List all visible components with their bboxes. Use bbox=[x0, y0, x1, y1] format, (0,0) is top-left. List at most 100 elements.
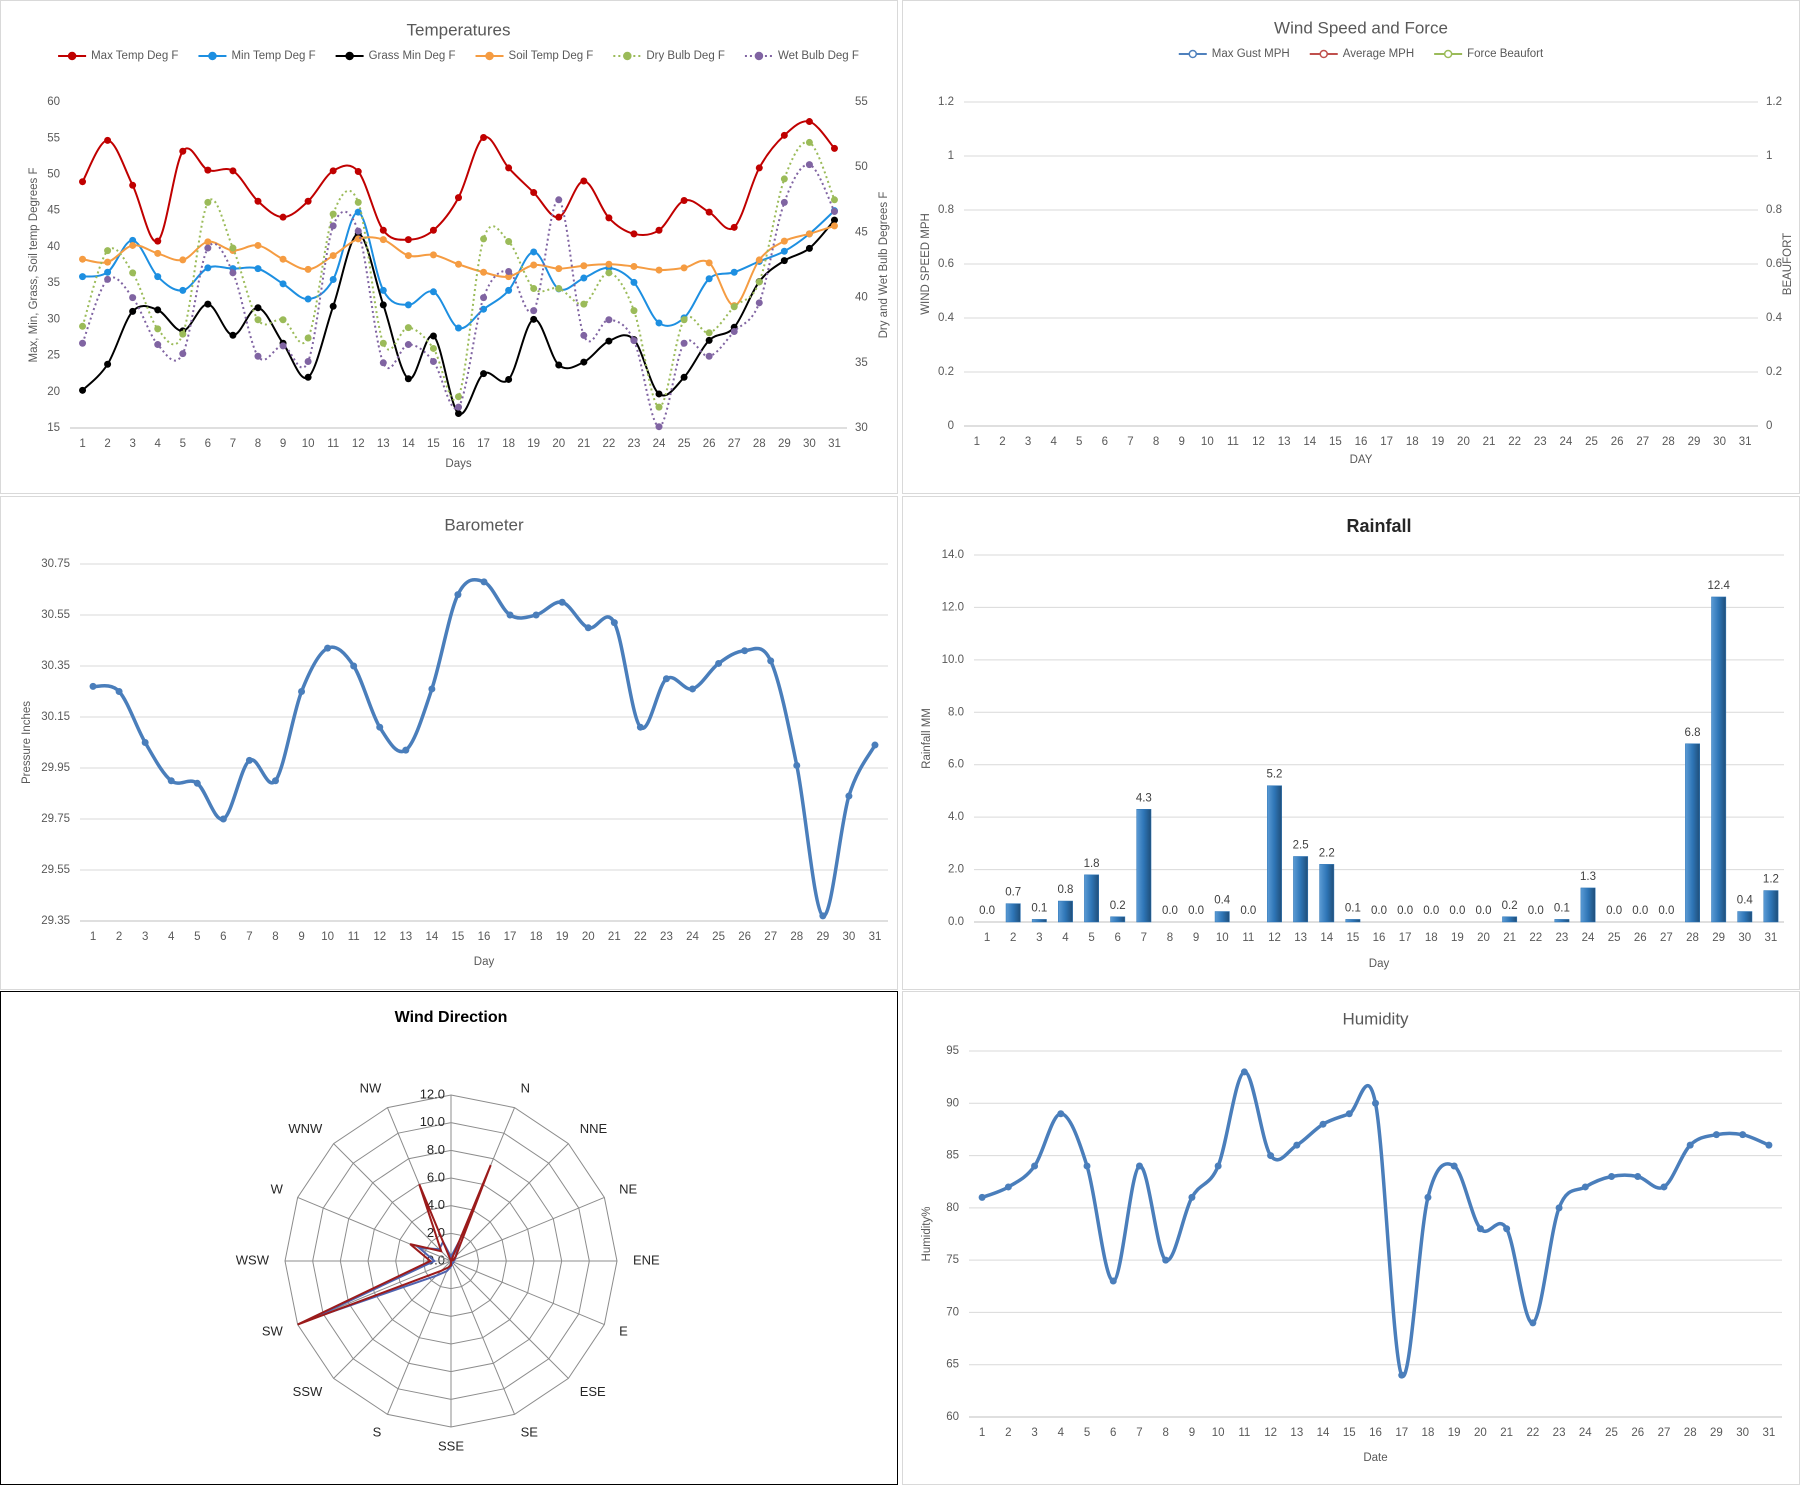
x-tick-label: 22 bbox=[1529, 932, 1542, 944]
data-point bbox=[193, 779, 201, 787]
data-label: 5.2 bbox=[1266, 769, 1282, 781]
x-tick-label: 6 bbox=[220, 931, 226, 943]
y-tick-label: 30.55 bbox=[41, 609, 70, 621]
x-tick-label: 29 bbox=[1712, 932, 1725, 944]
y2-tick-label: 45 bbox=[855, 226, 868, 238]
data-point bbox=[630, 337, 638, 345]
x-tick-label: 21 bbox=[1500, 1427, 1513, 1439]
data-point bbox=[404, 341, 412, 349]
x-tick-label: 11 bbox=[1238, 1427, 1250, 1439]
x-tick-label: 13 bbox=[1290, 1427, 1303, 1439]
data-point bbox=[179, 350, 187, 358]
x-tick-label: 15 bbox=[452, 931, 465, 943]
data-point bbox=[350, 662, 358, 670]
y-tick-label: 70 bbox=[946, 1306, 959, 1318]
x-tick-label: 31 bbox=[828, 438, 841, 450]
y2-tick-label: 0 bbox=[1766, 420, 1772, 432]
data-label: 0.0 bbox=[1423, 905, 1439, 917]
y-axis-title: WIND SPEED MPH bbox=[920, 213, 932, 315]
chart-title: Wind Speed and Force bbox=[1274, 18, 1448, 37]
data-label: 0.0 bbox=[1240, 905, 1256, 917]
data-point bbox=[1319, 1120, 1327, 1128]
data-point bbox=[455, 260, 462, 268]
data-point bbox=[376, 723, 384, 731]
data-point bbox=[1660, 1183, 1668, 1191]
data-point bbox=[219, 815, 227, 823]
data-point bbox=[404, 324, 412, 332]
x-tick-label: 10 bbox=[1201, 436, 1214, 448]
data-point bbox=[304, 334, 312, 342]
x-tick-label: 7 bbox=[1141, 932, 1147, 944]
bar bbox=[1763, 890, 1779, 923]
data-point bbox=[79, 273, 87, 281]
data-label: 0.0 bbox=[1371, 905, 1387, 917]
data-point bbox=[605, 260, 613, 268]
y-tick-label: 95 bbox=[946, 1045, 959, 1057]
spoke bbox=[450, 1260, 515, 1415]
data-point bbox=[1162, 1256, 1170, 1264]
spoke bbox=[450, 1260, 605, 1325]
data-point bbox=[279, 280, 287, 288]
y-tick-label: 0.8 bbox=[938, 204, 954, 216]
chart-panel: Wind Speed and Force 0 0.2 0.4 0.6 0.8 1 1.2 0 0.… bbox=[902, 0, 1800, 494]
data-point bbox=[254, 352, 262, 360]
data-point bbox=[730, 328, 738, 336]
data-label: 2.2 bbox=[1319, 847, 1335, 859]
legend-label: Grass Min Deg F bbox=[369, 50, 456, 62]
chart-panel: Temperatures1520253035404550556030354045… bbox=[0, 0, 898, 494]
data-point bbox=[1109, 1277, 1117, 1285]
x-tick-label: 1 bbox=[984, 932, 990, 944]
bar bbox=[1136, 809, 1152, 923]
data-point bbox=[1057, 1110, 1065, 1118]
legend-item: Wet Bulb Deg F bbox=[744, 50, 859, 62]
y-tick-label: 12.0 bbox=[942, 601, 964, 613]
data-label: 0.0 bbox=[1658, 905, 1674, 917]
data-point bbox=[1739, 1131, 1747, 1139]
data-point bbox=[705, 208, 713, 216]
data-point bbox=[229, 167, 237, 175]
data-point bbox=[1135, 1162, 1143, 1170]
data-point bbox=[404, 301, 412, 309]
x-tick-label: 4 bbox=[168, 931, 175, 943]
x-tick-label: 18 bbox=[1422, 1427, 1435, 1439]
data-point bbox=[1004, 1183, 1012, 1191]
legend: Max Temp Deg F Min Temp Deg F Grass Min De… bbox=[58, 50, 859, 62]
data-point bbox=[455, 410, 462, 418]
x-tick-label: 24 bbox=[1582, 932, 1595, 944]
x-tick-label: 25 bbox=[712, 931, 725, 943]
data-label: 0.0 bbox=[979, 905, 995, 917]
x-tick-label: 28 bbox=[1684, 1427, 1697, 1439]
legend-marker bbox=[623, 51, 632, 61]
data-point bbox=[532, 611, 540, 619]
y2-tick-label: 0.8 bbox=[1766, 204, 1782, 216]
y-tick-label: 14.0 bbox=[942, 549, 964, 561]
data-point bbox=[530, 248, 538, 256]
legend: Max Gust MPH Average MPH Force Beaufort bbox=[1178, 48, 1544, 60]
data-point bbox=[79, 178, 87, 186]
x-tick-label: 30 bbox=[1738, 932, 1751, 944]
data-point bbox=[705, 259, 713, 267]
x-tick-label: 10 bbox=[1212, 1427, 1225, 1439]
data-point bbox=[1345, 1110, 1353, 1118]
data-point bbox=[830, 208, 838, 216]
data-point bbox=[505, 268, 513, 276]
y-tick-label: 25 bbox=[47, 350, 60, 362]
data-point bbox=[830, 196, 838, 204]
data-point bbox=[354, 235, 362, 243]
x-tick-label: 6 bbox=[1110, 1427, 1116, 1439]
x-tick-label: 23 bbox=[660, 931, 673, 943]
data-point bbox=[329, 302, 337, 310]
category-label: SW bbox=[262, 1324, 284, 1339]
data-point bbox=[104, 275, 112, 283]
x-tick-label: 16 bbox=[452, 438, 465, 450]
category-label: E bbox=[619, 1324, 628, 1339]
y-tick-label: 40 bbox=[47, 241, 60, 253]
x-tick-label: 9 bbox=[280, 438, 286, 450]
x-tick-label: 11 bbox=[327, 438, 339, 450]
data-point bbox=[329, 275, 337, 283]
data-point bbox=[1372, 1099, 1379, 1107]
data-point bbox=[104, 136, 112, 144]
data-point bbox=[229, 331, 237, 339]
data-point bbox=[455, 324, 462, 332]
